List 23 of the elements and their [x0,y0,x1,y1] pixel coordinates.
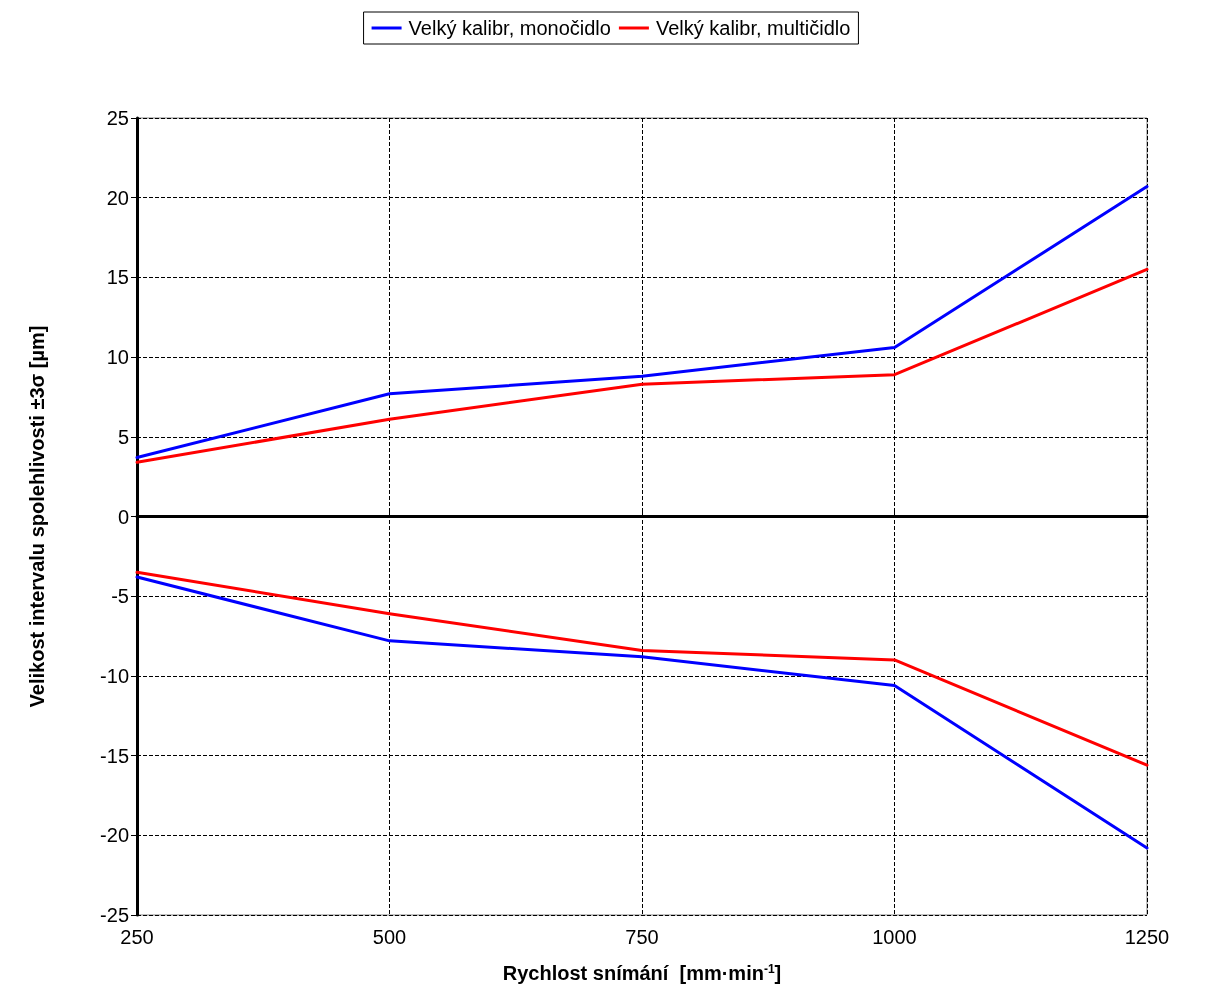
y-tick-label: -15 [100,744,129,767]
legend-label: Velký kalibr, multičidlo [655,17,851,39]
x-tick-label: 1000 [872,926,917,948]
y-tick-label: 5 [117,425,129,448]
y-tick-label: -25 [100,904,129,926]
y-tick-label: 0 [117,505,129,528]
line-series [135,575,1149,850]
y-tick-label: 25 [106,107,129,129]
y-tick-label: 15 [106,266,129,289]
x-tick-label: 250 [120,926,154,948]
legend-label: Velký kalibr, monočidlo [408,17,611,39]
y-axis-title: Velikost intervalu spolehlivosti ±3σ [µm] [26,325,48,708]
y-tick-label: 10 [106,346,129,369]
y-tick-label: 20 [106,186,129,209]
x-tick-label: 1250 [1124,926,1170,948]
y-tick-label: -10 [100,664,129,687]
x-tick-label: 750 [625,926,659,948]
line-series [135,267,1149,464]
line-series [135,185,1149,460]
y-tick-label: -5 [111,585,129,608]
x-tick-label: 500 [372,926,407,948]
y-tick-label: -20 [100,824,129,847]
line-series [135,570,1149,767]
